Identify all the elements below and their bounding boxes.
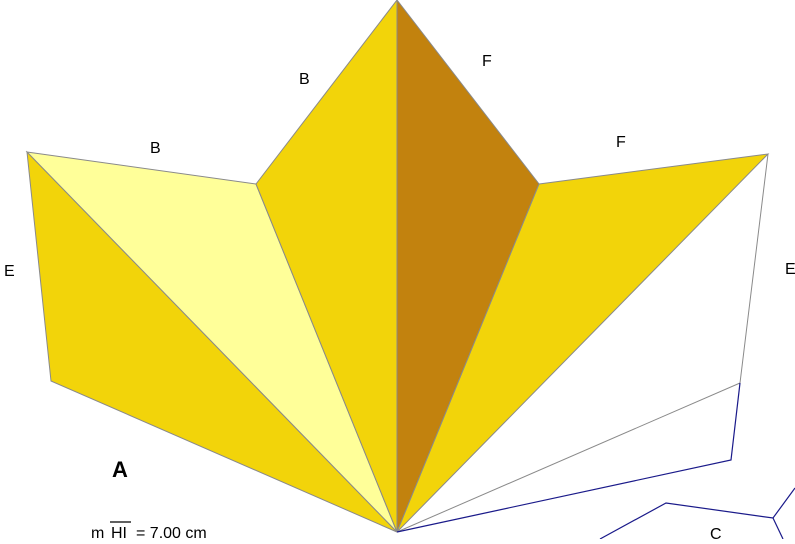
measurement-segment: HI <box>111 525 127 539</box>
blue-outline-lower <box>599 487 795 540</box>
label-upper-left-edge: B <box>299 71 310 88</box>
label-right-top-edge: F <box>616 134 626 151</box>
blue-outline <box>396 382 741 533</box>
label-left-top-edge: B <box>150 140 161 157</box>
measurement-prefix: m <box>91 525 104 539</box>
measurement-value: = 7.00 cm <box>136 525 207 539</box>
right-face-gold <box>396 153 770 533</box>
label-bottom-right: C <box>710 526 722 539</box>
label-left-edge: E <box>4 263 15 280</box>
label-main: A <box>112 457 128 482</box>
blue-outline-drop <box>772 517 784 540</box>
label-right-edge: E <box>785 261 795 278</box>
label-upper-right-edge: F <box>482 53 492 70</box>
